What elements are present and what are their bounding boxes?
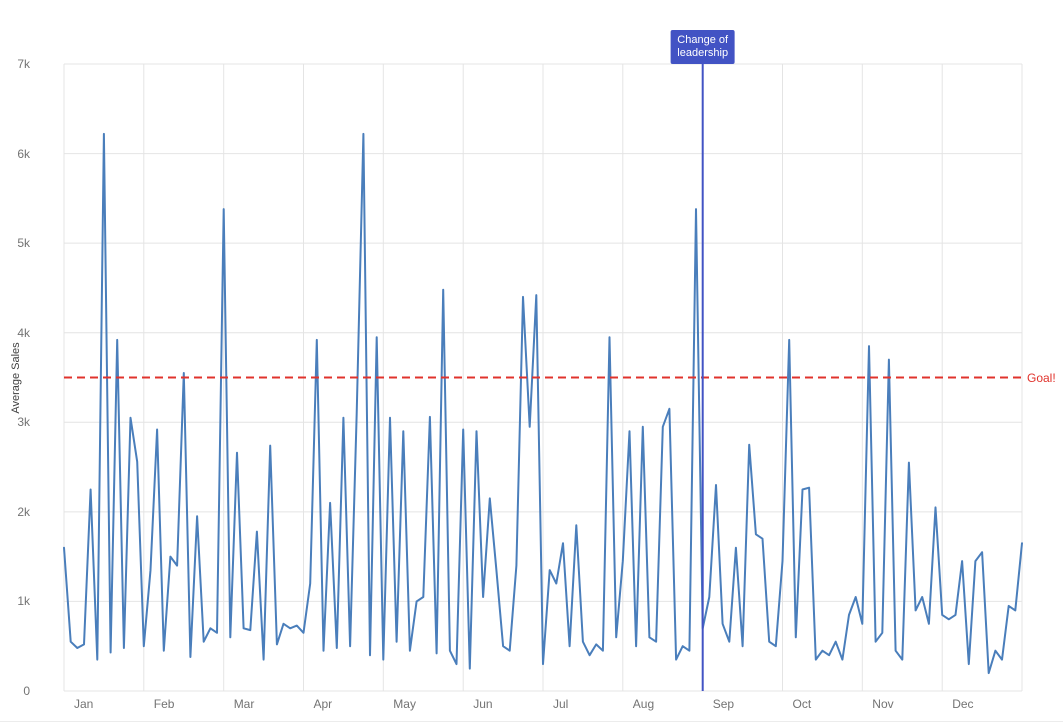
x-axis-label: Apr [313,697,333,711]
annotation-badge: Change of leadership [670,30,736,64]
y-axis-tick-label: 1k [17,594,30,609]
x-axis-label: Oct [792,697,812,711]
x-axis-label: Jan [74,697,94,711]
annotation-badge-line1: Change of [677,34,729,46]
x-axis-label: Jul [553,697,569,711]
y-axis-tick-label: 0 [23,684,30,698]
annotation-badge-line2: leadership [677,47,729,59]
data-line-average-sales[interactable] [63,132,1023,675]
y-axis-tick-label: 4k [17,325,30,340]
y-axis-tick-label: 7k [17,57,30,71]
x-axis-label: Mar [233,697,255,711]
y-axis-tick-label: 5k [17,236,30,251]
x-axis-label: Sep [712,697,735,711]
x-axis-label: Aug [632,697,655,711]
x-axis-label: Jun [473,697,493,711]
x-axis-label: Nov [872,697,894,711]
y-axis-tick-label: 6k [17,146,30,161]
x-axis-label: Dec [952,697,974,711]
y-axis-tick-label: 3k [17,415,30,430]
y-axis-tick-label: 2k [17,504,30,519]
x-axis-label: Feb [153,697,175,711]
x-axis-label: May [393,697,416,711]
y-axis-title-text: Average Sales [10,342,22,414]
goal-line-label: Goal! [1027,370,1056,385]
